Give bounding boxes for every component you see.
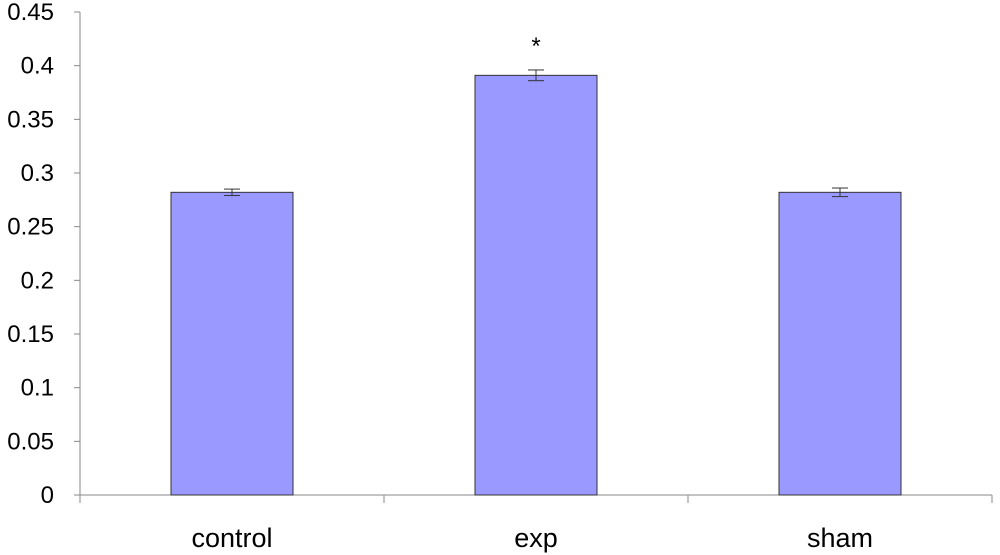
y-tick-label: 0.35	[7, 106, 54, 133]
significance-marker: *	[531, 33, 540, 60]
y-tick-label: 0.2	[21, 267, 54, 294]
y-tick-label: 0.05	[7, 428, 54, 455]
y-tick-label: 0.3	[21, 160, 54, 187]
bar-control	[170, 191, 294, 496]
y-tick-label: 0.4	[21, 53, 54, 80]
y-axis: 0 0.05 0.1 0.15 0.2 0.25 0.3 0.35 0.4 0.45	[7, 0, 81, 509]
bar-exp	[474, 74, 598, 496]
y-tick-label: 0.25	[7, 214, 54, 241]
bar-sham	[778, 191, 902, 496]
bars	[170, 69, 902, 496]
labels: control exp sham *	[191, 33, 873, 553]
x-tick-label-exp: exp	[514, 523, 558, 553]
x-axis	[79, 494, 993, 503]
y-tick-label: 0.45	[7, 0, 54, 26]
x-tick-label-sham: sham	[807, 523, 873, 553]
y-tick-label: 0.1	[21, 375, 54, 402]
y-tick-label: 0.15	[7, 321, 54, 348]
x-tick-label-control: control	[191, 523, 272, 553]
y-tick-label: 0	[41, 482, 54, 509]
